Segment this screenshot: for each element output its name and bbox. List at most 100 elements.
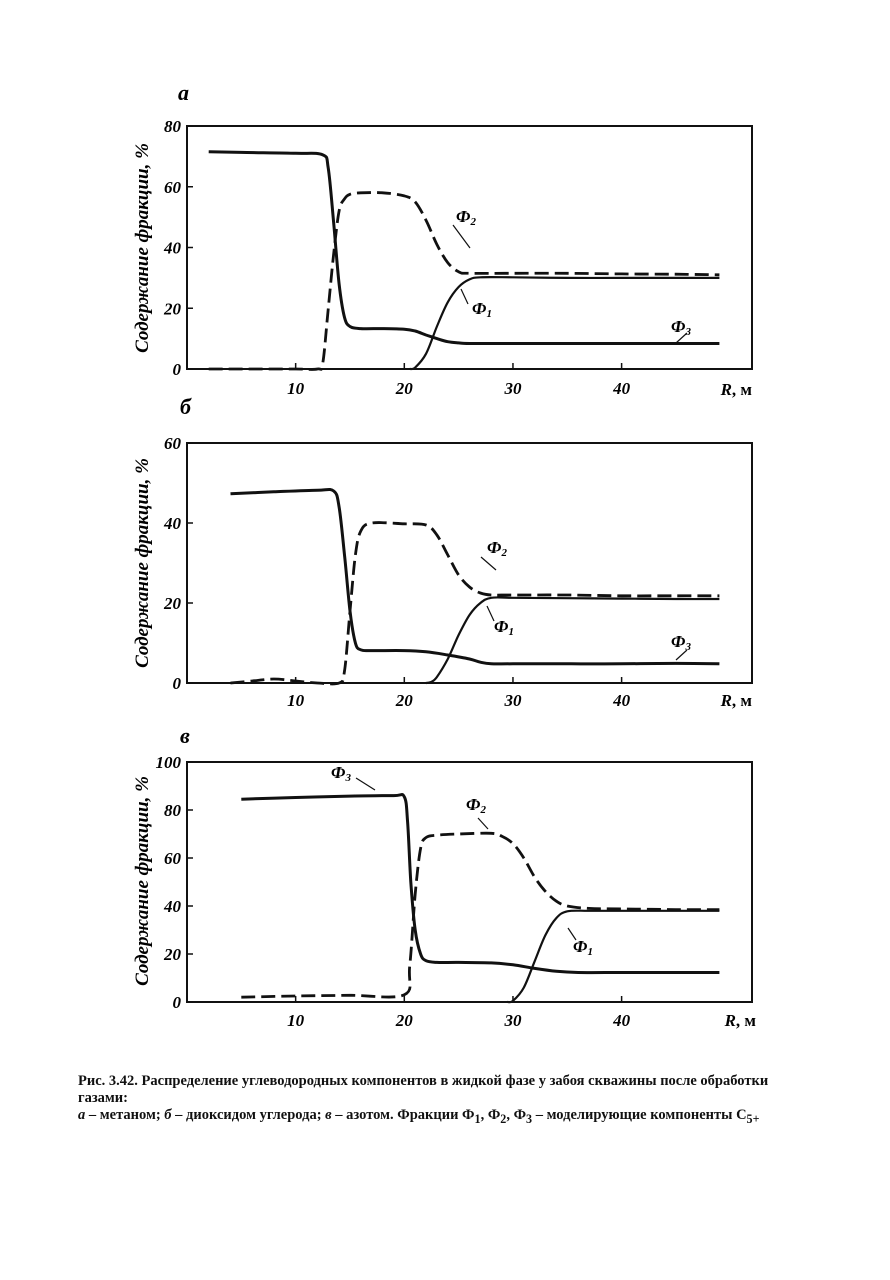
- x-tick-label: 20: [395, 379, 414, 398]
- caption-sub-2: 2: [500, 1111, 507, 1126]
- label-b-f3-main: Ф: [671, 632, 686, 651]
- y-tick-label: 40: [163, 239, 182, 258]
- x-axis-var-b: R: [720, 691, 732, 710]
- series-line-b-f3: [230, 487, 720, 666]
- y-axis-title-a: Содержание фракции, %: [132, 143, 153, 353]
- y-tick-label: 0: [173, 360, 182, 379]
- chart-b: б Содержание фракции, % 0 20 40 60 10 20 30 40…: [132, 394, 753, 710]
- x-tick-label: 10: [287, 691, 305, 710]
- leader-b-f1: [486, 605, 495, 622]
- plot-frame-c: [186, 761, 753, 1003]
- label-c-f1-main: Ф: [573, 937, 588, 956]
- x-tick-label: 40: [612, 379, 631, 398]
- panel-label-a: а: [178, 80, 189, 105]
- series-line-b-f1: [425, 596, 720, 685]
- leader-a-f3: [675, 332, 688, 344]
- label-b-f2-sub: 2: [500, 547, 507, 559]
- label-b-f1-sub: 1: [508, 626, 514, 638]
- label-b-f2-main: Ф: [487, 538, 502, 557]
- label-a-f2-sub: 2: [469, 216, 476, 228]
- label-b-f3: Ф3: [671, 632, 691, 653]
- x-tick-label: 20: [395, 691, 414, 710]
- label-b-f1-main: Ф: [494, 617, 509, 636]
- x-tick-label: 30: [503, 379, 522, 398]
- label-c-f3-main: Ф: [331, 763, 346, 782]
- x-axis-unit-b: , м: [732, 691, 753, 710]
- y-axis-title-c: Содержание фракции, %: [132, 776, 153, 986]
- x-tick-label: 30: [503, 1011, 522, 1030]
- label-b-f3-sub: 3: [684, 641, 691, 653]
- x-ticks-c: 10 20 30 40: [287, 996, 631, 1030]
- plot-frame-b: [186, 442, 753, 684]
- series-line-c-f3: [241, 793, 720, 975]
- label-c-f2-sub: 2: [479, 804, 486, 816]
- caption-title: Рис. 3.42. Распределение углеводородных …: [78, 1073, 769, 1106]
- label-a-f1-main: Ф: [472, 299, 487, 318]
- label-a-f1-sub: 1: [486, 308, 492, 320]
- x-ticks-b: 10 20 30 40: [287, 677, 631, 710]
- caption-text-c: – азотом. Фракции Ф: [331, 1107, 475, 1123]
- x-tick-label: 40: [612, 1011, 631, 1030]
- figure-caption: Рис. 3.42. Распределение углеводородных …: [78, 1073, 820, 1128]
- y-tick-label: 80: [164, 801, 182, 820]
- chart-a: а Содержание фракции, % 0 20 40 60 80 10 20 30…: [132, 80, 753, 399]
- label-a-f3: Ф3: [671, 317, 691, 338]
- y-tick-label: 20: [163, 594, 182, 613]
- label-c-f3: Ф3: [331, 763, 351, 784]
- leader-b-f3: [675, 649, 688, 661]
- label-c-f2-main: Ф: [466, 795, 481, 814]
- x-axis-unit-a: , м: [732, 380, 753, 399]
- caption-item-b: б: [164, 1107, 172, 1123]
- label-a-f3-sub: 3: [684, 326, 691, 338]
- y-tick-label: 20: [163, 299, 182, 318]
- y-tick-label: 60: [164, 434, 182, 453]
- caption-text-f: – моделирующие компоненты С: [532, 1107, 747, 1123]
- chart-c: в Содержание фракции, % 0 20 40 60 80 100 10 2…: [132, 723, 756, 1030]
- y-tick-label: 80: [164, 117, 182, 136]
- y-tick-label: 40: [163, 897, 182, 916]
- x-axis-var-a: R: [720, 380, 732, 399]
- caption-item-a: а: [78, 1107, 86, 1123]
- caption-item-c: в: [325, 1107, 332, 1123]
- leader-a-f2: [452, 224, 471, 249]
- series-group-c: [241, 793, 720, 1004]
- x-tick-label: 10: [287, 1011, 305, 1030]
- x-axis-title-a: R, м: [720, 380, 753, 399]
- y-tick-label: 40: [163, 514, 182, 533]
- x-axis-title-c: R, м: [724, 1011, 757, 1030]
- series-line-b-f2: [230, 521, 720, 686]
- label-b-f2: Ф2: [487, 538, 507, 559]
- label-b-f1: Ф1: [494, 617, 514, 638]
- label-a-f1: Ф1: [472, 299, 492, 320]
- leader-c-f2: [477, 817, 489, 830]
- y-ticks-b: 0 20 40 60: [163, 434, 193, 693]
- caption-sub-3: 3: [526, 1111, 533, 1126]
- label-c-f2: Ф2: [466, 795, 486, 816]
- label-a-f2-main: Ф: [456, 207, 471, 226]
- x-axis-unit-c: , м: [736, 1011, 757, 1030]
- y-tick-label: 0: [173, 674, 182, 693]
- series-line-a-f2: [208, 191, 720, 371]
- series-group-b: [230, 487, 720, 686]
- y-tick-label: 60: [164, 178, 182, 197]
- panel-label-c: в: [180, 723, 190, 748]
- leader-c-f1: [567, 927, 577, 941]
- label-c-f3-sub: 3: [344, 772, 351, 784]
- x-axis-title-b: R, м: [720, 691, 753, 710]
- x-axis-var-c: R: [724, 1011, 736, 1030]
- y-tick-label: 20: [163, 945, 182, 964]
- caption-description: а – метаном; б – диоксидом углерода; в –…: [78, 1107, 820, 1128]
- series-line-a-f1: [409, 275, 720, 371]
- series-group-a: [208, 150, 720, 371]
- caption-sub-1: 1: [474, 1111, 481, 1126]
- label-a-f3-main: Ф: [671, 317, 686, 336]
- y-tick-label: 60: [164, 849, 182, 868]
- x-ticks-a: 10 20 30 40: [287, 363, 631, 398]
- series-line-c-f2: [241, 831, 720, 999]
- label-a-f2: Ф2: [456, 207, 476, 228]
- x-tick-label: 10: [287, 379, 305, 398]
- x-tick-label: 40: [612, 691, 631, 710]
- panel-label-b: б: [180, 394, 192, 419]
- leader-b-f2: [480, 556, 497, 571]
